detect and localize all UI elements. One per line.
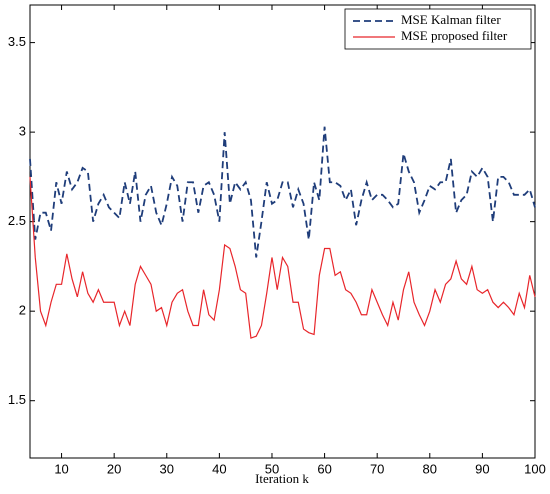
y-tick-label: 3 — [19, 124, 26, 139]
x-tick-label: 70 — [370, 461, 384, 476]
y-tick-label: 2 — [19, 303, 26, 318]
x-tick-label: 30 — [160, 461, 174, 476]
x-tick-label: 50 — [265, 461, 279, 476]
legend-box — [344, 8, 532, 50]
x-tick-label: 100 — [524, 461, 546, 476]
x-axis-label: Iteration k — [255, 471, 309, 486]
x-tick-label: 80 — [423, 461, 437, 476]
line-series — [29, 126, 536, 258]
y-tick-label: 2.5 — [8, 213, 26, 228]
plot-area — [29, 4, 536, 459]
x-tick-label: 20 — [107, 461, 121, 476]
legend-label: MSE proposed filter — [401, 28, 508, 43]
legend-label: MSE Kalman filter — [401, 12, 501, 27]
y-tick-label: 1.5 — [8, 392, 26, 407]
x-tick-label: 40 — [212, 461, 226, 476]
y-tick-label: 3.5 — [8, 34, 26, 49]
line-series — [29, 176, 536, 339]
x-tick-label: 90 — [475, 461, 489, 476]
x-tick-label: 60 — [317, 461, 331, 476]
x-tick-label: 10 — [54, 461, 68, 476]
